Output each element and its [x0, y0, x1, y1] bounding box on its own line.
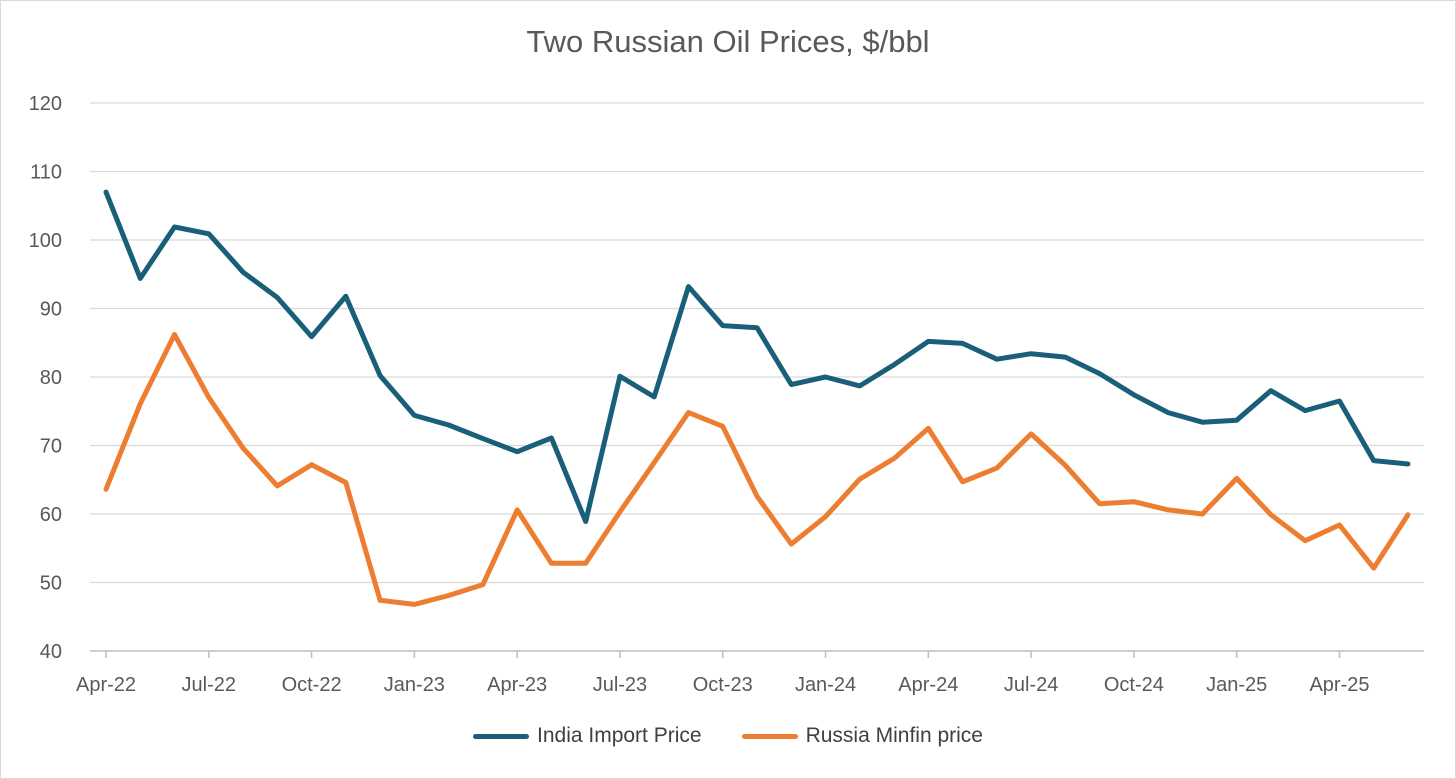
chart-title: Two Russian Oil Prices, $/bbl [526, 24, 930, 59]
y-tick-label: 100 [29, 230, 62, 252]
x-tick-label: Apr-22 [76, 674, 136, 696]
x-axis-tick-labels: Apr-22 Jul-22 Oct-22 Jan-23 Apr-23 Jul-23 Oct-… [76, 651, 1369, 696]
y-tick-label: 120 [29, 93, 62, 115]
y-tick-label: 70 [40, 436, 62, 458]
legend-label-russia: Russia Minfin price [805, 724, 983, 747]
legend: India Import Price Russia Minfin price [0, 724, 1456, 748]
x-tick-label: Apr-23 [487, 674, 547, 696]
series-lines [103, 189, 1411, 607]
x-tick-label: Oct-24 [1104, 674, 1164, 696]
x-tick-label: Jul-22 [182, 674, 236, 696]
y-axis-tick-labels: 40 50 60 70 80 90 100 110 120 [29, 93, 62, 663]
x-tick-label: Oct-23 [693, 674, 753, 696]
x-tick-label: Jan-25 [1206, 674, 1267, 696]
x-tick-label: Jan-24 [795, 674, 856, 696]
gridlines [90, 102, 1424, 652]
x-tick-label: Jan-23 [384, 674, 445, 696]
y-tick-label: 80 [40, 367, 62, 389]
x-tick-label: Jul-24 [1004, 674, 1058, 696]
series-line-russia-minfin-price [103, 332, 1411, 607]
legend-swatch-russia [741, 733, 798, 739]
x-tick-label: Oct-22 [282, 674, 342, 696]
y-tick-label: 50 [40, 573, 62, 595]
series-line-india-import-price [103, 189, 1411, 524]
x-tick-label: Apr-25 [1309, 674, 1369, 696]
x-tick-label: Jul-23 [593, 674, 647, 696]
y-tick-label: 110 [30, 162, 62, 184]
y-tick-label: 40 [40, 641, 62, 663]
legend-swatch-india [473, 733, 529, 739]
y-tick-label: 90 [40, 299, 62, 321]
legend-label-india: India Import Price [537, 724, 702, 747]
legend-item-russia-minfin-price: Russia Minfin price [741, 724, 983, 748]
x-tick-label: Apr-24 [898, 674, 958, 696]
y-tick-label: 60 [40, 504, 62, 526]
legend-item-india-import-price: India Import Price [473, 724, 702, 748]
